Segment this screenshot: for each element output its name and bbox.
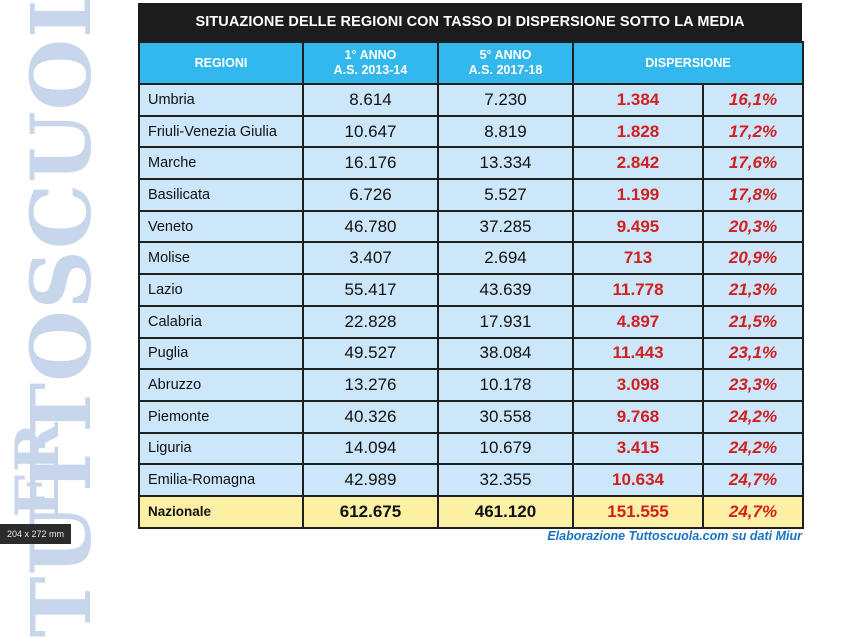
fifth-year-cell: 17.931 <box>437 304 574 339</box>
first-year-cell: 42.989 <box>302 463 439 497</box>
table-row: Abruzzo 13.276 10.178 3.098 23,3% <box>138 368 804 402</box>
watermark-strip: TUTTOSCUOLA ER 204 x 272 mm <box>0 0 130 637</box>
fifth-year-cell: 10.178 <box>437 368 574 402</box>
fifth-year-cell: 43.639 <box>437 273 574 307</box>
region-cell: Friuli-Venezia Giulia <box>138 114 304 149</box>
dispersion-percent-cell: 17,6% <box>702 146 804 181</box>
total-row: Nazionale 612.675 461.120 151.555 24,7% <box>138 494 804 529</box>
fifth-year-cell: 8.819 <box>437 114 574 149</box>
first-year-cell: 14.094 <box>302 431 439 466</box>
fifth-year-cell: 37.285 <box>437 209 574 244</box>
first-year-cell: 13.276 <box>302 368 439 402</box>
fifth-year-cell: 38.084 <box>437 336 574 371</box>
first-year-cell: 55.417 <box>302 273 439 307</box>
fifth-year-cell: 7.230 <box>437 83 574 117</box>
fifth-year-cell: 10.679 <box>437 431 574 466</box>
fifth-year-cell: 2.694 <box>437 241 574 276</box>
header-anno1: 1° ANNO A.S. 2013-14 <box>302 41 439 85</box>
dispersion-percent-cell: 24,2% <box>702 399 804 434</box>
first-year-cell: 6.726 <box>302 178 439 212</box>
region-cell: Puglia <box>138 336 304 371</box>
fifth-year-cell: 32.355 <box>437 463 574 497</box>
dispersion-cell: 1.384 <box>572 83 704 117</box>
dispersion-percent-cell: 24,7% <box>702 463 804 497</box>
table-row: Umbria 8.614 7.230 1.384 16,1% <box>138 83 804 117</box>
dispersion-table-panel: SITUAZIONE DELLE REGIONI CON TASSO DI DI… <box>138 3 804 529</box>
first-year-cell: 10.647 <box>302 114 439 149</box>
table-row: Molise 3.407 2.694 713 20,9% <box>138 241 804 276</box>
region-cell: Nazionale <box>138 494 304 529</box>
dispersion-percent-cell: 21,5% <box>702 304 804 339</box>
dispersion-percent-cell: 23,3% <box>702 368 804 402</box>
fifth-year-cell: 461.120 <box>437 494 574 529</box>
region-cell: Veneto <box>138 209 304 244</box>
dispersion-table: REGIONI 1° ANNO A.S. 2013-14 5° ANNO A.S. … <box>138 41 804 529</box>
first-year-cell: 612.675 <box>302 494 439 529</box>
table-row: Piemonte 40.326 30.558 9.768 24,2% <box>138 399 804 434</box>
dispersion-percent-cell: 21,3% <box>702 273 804 307</box>
watermark-prefix: ER <box>3 422 73 518</box>
region-cell: Liguria <box>138 431 304 466</box>
dispersion-percent-cell: 17,2% <box>702 114 804 149</box>
region-cell: Umbria <box>138 83 304 117</box>
dispersion-cell: 9.495 <box>572 209 704 244</box>
table-row: Calabria 22.828 17.931 4.897 21,5% <box>138 304 804 339</box>
table-header-row: REGIONI 1° ANNO A.S. 2013-14 5° ANNO A.S. … <box>138 41 804 85</box>
region-cell: Abruzzo <box>138 368 304 402</box>
first-year-cell: 16.176 <box>302 146 439 181</box>
first-year-cell: 46.780 <box>302 209 439 244</box>
table-row: Lazio 55.417 43.639 11.778 21,3% <box>138 273 804 307</box>
dispersion-cell: 1.199 <box>572 178 704 212</box>
dispersion-percent-cell: 24,7% <box>702 494 804 529</box>
dispersion-cell: 11.778 <box>572 273 704 307</box>
table-body: Umbria 8.614 7.230 1.384 16,1% Friuli-Venezia… <box>138 83 804 529</box>
header-dispersione: DISPERSIONE <box>572 41 804 85</box>
dispersion-cell: 10.634 <box>572 463 704 497</box>
fifth-year-cell: 5.527 <box>437 178 574 212</box>
fifth-year-cell: 30.558 <box>437 399 574 434</box>
dispersion-cell: 151.555 <box>572 494 704 529</box>
dispersion-cell: 3.415 <box>572 431 704 466</box>
region-cell: Molise <box>138 241 304 276</box>
region-cell: Emilia-Romagna <box>138 463 304 497</box>
table-row: Veneto 46.780 37.285 9.495 20,3% <box>138 209 804 244</box>
table-row: Liguria 14.094 10.679 3.415 24,2% <box>138 431 804 466</box>
header-regioni: REGIONI <box>138 41 304 85</box>
dispersion-cell: 4.897 <box>572 304 704 339</box>
dispersion-cell: 3.098 <box>572 368 704 402</box>
region-cell: Piemonte <box>138 399 304 434</box>
dispersion-cell: 2.842 <box>572 146 704 181</box>
table-row: Marche 16.176 13.334 2.842 17,6% <box>138 146 804 181</box>
dispersion-cell: 9.768 <box>572 399 704 434</box>
region-cell: Calabria <box>138 304 304 339</box>
first-year-cell: 8.614 <box>302 83 439 117</box>
region-cell: Basilicata <box>138 178 304 212</box>
dispersion-percent-cell: 20,3% <box>702 209 804 244</box>
dispersion-cell: 11.443 <box>572 336 704 371</box>
dispersion-percent-cell: 24,2% <box>702 431 804 466</box>
header-anno5: 5° ANNO A.S. 2017-18 <box>437 41 574 85</box>
dispersion-percent-cell: 16,1% <box>702 83 804 117</box>
dispersion-percent-cell: 20,9% <box>702 241 804 276</box>
size-tag: 204 x 272 mm <box>0 524 72 544</box>
dispersion-percent-cell: 17,8% <box>702 178 804 212</box>
dispersion-percent-cell: 23,1% <box>702 336 804 371</box>
table-title: SITUAZIONE DELLE REGIONI CON TASSO DI DI… <box>138 3 802 41</box>
table-row: Basilicata 6.726 5.527 1.199 17,8% <box>138 178 804 212</box>
first-year-cell: 3.407 <box>302 241 439 276</box>
first-year-cell: 40.326 <box>302 399 439 434</box>
source-note: Elaborazione Tuttoscuola.com su dati Miu… <box>547 529 802 543</box>
region-cell: Lazio <box>138 273 304 307</box>
first-year-cell: 49.527 <box>302 336 439 371</box>
table-row: Puglia 49.527 38.084 11.443 23,1% <box>138 336 804 371</box>
dispersion-cell: 1.828 <box>572 114 704 149</box>
fifth-year-cell: 13.334 <box>437 146 574 181</box>
table-row: Friuli-Venezia Giulia 10.647 8.819 1.828 17,… <box>138 114 804 149</box>
first-year-cell: 22.828 <box>302 304 439 339</box>
table-row: Emilia-Romagna 42.989 32.355 10.634 24,7% <box>138 463 804 497</box>
dispersion-cell: 713 <box>572 241 704 276</box>
region-cell: Marche <box>138 146 304 181</box>
